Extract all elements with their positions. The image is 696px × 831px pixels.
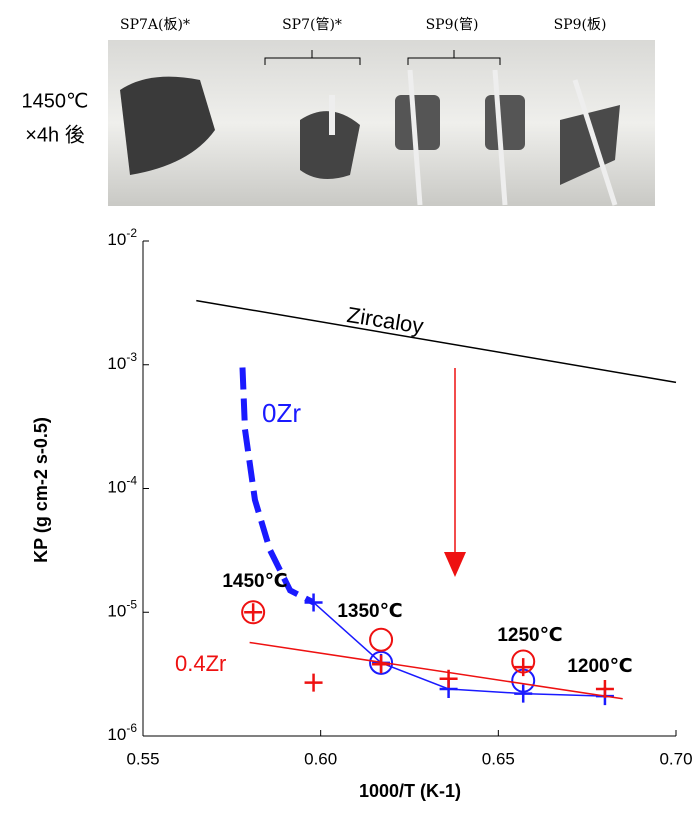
plus-marker: [244, 603, 263, 622]
circle-marker: [511, 649, 536, 674]
photo-caption: 1450℃: [22, 90, 89, 112]
line: [196, 299, 677, 384]
y-axis-label: KP (g cm-2 s-0.5): [31, 417, 51, 563]
y-tick-label: 10-2: [107, 226, 137, 249]
circle-marker: [369, 627, 394, 652]
dashed-curve: [239, 367, 315, 606]
x-tick-label: 0.55: [126, 749, 159, 768]
y-tick-label: 10-4: [107, 474, 137, 497]
temperature-label: 1450℃: [222, 571, 287, 592]
line: [249, 641, 623, 700]
photo: [108, 40, 655, 206]
circle-marker: [369, 650, 394, 675]
photo-caption: ×4h 後: [25, 123, 84, 146]
x-tick-label: 0.60: [304, 749, 337, 768]
x-tick-label: 0.65: [482, 749, 515, 768]
plus-marker: [304, 593, 323, 612]
x-axis-label: 1000/T (K-1): [359, 781, 461, 801]
photo-label: SP9(管): [426, 17, 479, 33]
temperature-label: 1200℃: [567, 656, 632, 677]
y-tick-label: 10-5: [107, 597, 137, 620]
plus-marker: [595, 679, 614, 698]
y-tick-label: 10-6: [107, 721, 137, 744]
x-tick-label: 0.70: [659, 749, 692, 768]
plus-marker: [372, 655, 391, 674]
photo-label: SP7(管)*: [282, 17, 342, 33]
photo-label: SP7A(板)*: [120, 17, 190, 33]
temperature-label: 1250℃: [497, 625, 562, 646]
plus-marker: [514, 684, 533, 703]
arrow-head: [444, 552, 466, 577]
circle-marker: [241, 600, 266, 625]
photo-label: SP9(板): [554, 17, 607, 33]
series-label: 0Zr: [262, 398, 301, 428]
plus-marker: [439, 669, 458, 688]
y-tick-label: 10-3: [107, 350, 137, 373]
temperature-label: 1350℃: [337, 601, 402, 622]
plus-marker: [304, 673, 323, 692]
series-label: 0.4Zr: [175, 651, 226, 676]
